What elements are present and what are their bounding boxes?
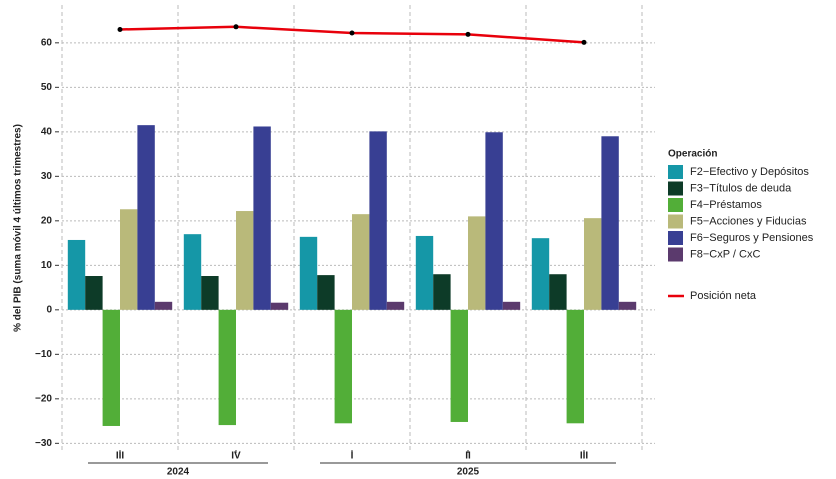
y-tick-label: 30 xyxy=(41,171,53,182)
legend-label: F8−CxP / CxC xyxy=(690,248,760,260)
bar xyxy=(450,309,468,422)
net-point xyxy=(233,24,239,30)
x-tick-label: III xyxy=(116,451,125,462)
bar xyxy=(67,239,86,310)
y-tick-label: 40 xyxy=(41,126,53,137)
bar xyxy=(299,236,318,310)
bar xyxy=(566,309,584,424)
net-point xyxy=(349,30,355,36)
net-point xyxy=(465,31,471,37)
bar xyxy=(183,234,202,310)
x-tick-label: III xyxy=(580,451,589,462)
bar xyxy=(386,301,405,310)
legend-label: F2−Efectivo y Depósitos xyxy=(690,166,809,178)
bar xyxy=(468,216,486,310)
legend-label: Posición neta xyxy=(690,290,757,302)
legend-swatch xyxy=(668,214,683,229)
bar xyxy=(415,235,434,310)
legend-swatch xyxy=(668,247,683,262)
bar xyxy=(369,131,387,310)
y-tick-label: 50 xyxy=(41,82,53,93)
legend-label: F6−Seguros y Pensiones xyxy=(690,232,814,244)
bar xyxy=(618,301,637,310)
bar xyxy=(334,309,352,424)
legend-swatch xyxy=(668,165,683,179)
net-point xyxy=(581,39,587,45)
bar xyxy=(270,302,289,310)
bar xyxy=(201,276,219,310)
y-tick-label: −30 xyxy=(35,438,52,449)
y-tick-label: 60 xyxy=(41,37,53,48)
bar xyxy=(584,218,602,310)
y-tick-label: −10 xyxy=(35,349,52,360)
bar xyxy=(549,274,567,310)
bar xyxy=(502,301,521,310)
x-tick-label: IV xyxy=(231,451,241,462)
legend-swatch xyxy=(668,198,683,212)
net-point xyxy=(117,26,123,32)
bar xyxy=(137,125,155,310)
x-tick-label: II xyxy=(465,451,471,462)
bar xyxy=(317,275,335,310)
x-tick-label: I xyxy=(351,451,354,462)
bar xyxy=(352,214,370,310)
y-tick-label: 10 xyxy=(41,260,53,271)
y-axis-title: % del PIB (suma móvil 4 últimos trimestr… xyxy=(13,124,24,332)
y-tick-label: 20 xyxy=(41,215,53,226)
legend-title: Operación xyxy=(668,149,717,160)
bar xyxy=(485,132,503,310)
bar xyxy=(154,301,173,310)
bar xyxy=(218,309,236,426)
bar xyxy=(253,126,271,310)
legend-swatch xyxy=(668,231,683,245)
bar xyxy=(236,211,254,310)
year-label: 2025 xyxy=(457,467,480,478)
bar xyxy=(102,309,120,426)
legend-label: F4−Préstamos xyxy=(690,199,762,211)
bar xyxy=(120,209,138,310)
bar xyxy=(601,136,619,310)
year-label: 2024 xyxy=(167,467,190,478)
bar xyxy=(531,238,550,310)
y-tick-label: −20 xyxy=(35,393,52,404)
legend-label: F3−Títulos de deuda xyxy=(690,182,792,194)
bar xyxy=(433,274,451,310)
bar xyxy=(85,276,103,310)
legend-label: F5−Acciones y Fiducias xyxy=(690,215,807,227)
legend-swatch xyxy=(668,181,683,196)
y-tick-label: 0 xyxy=(46,304,52,315)
